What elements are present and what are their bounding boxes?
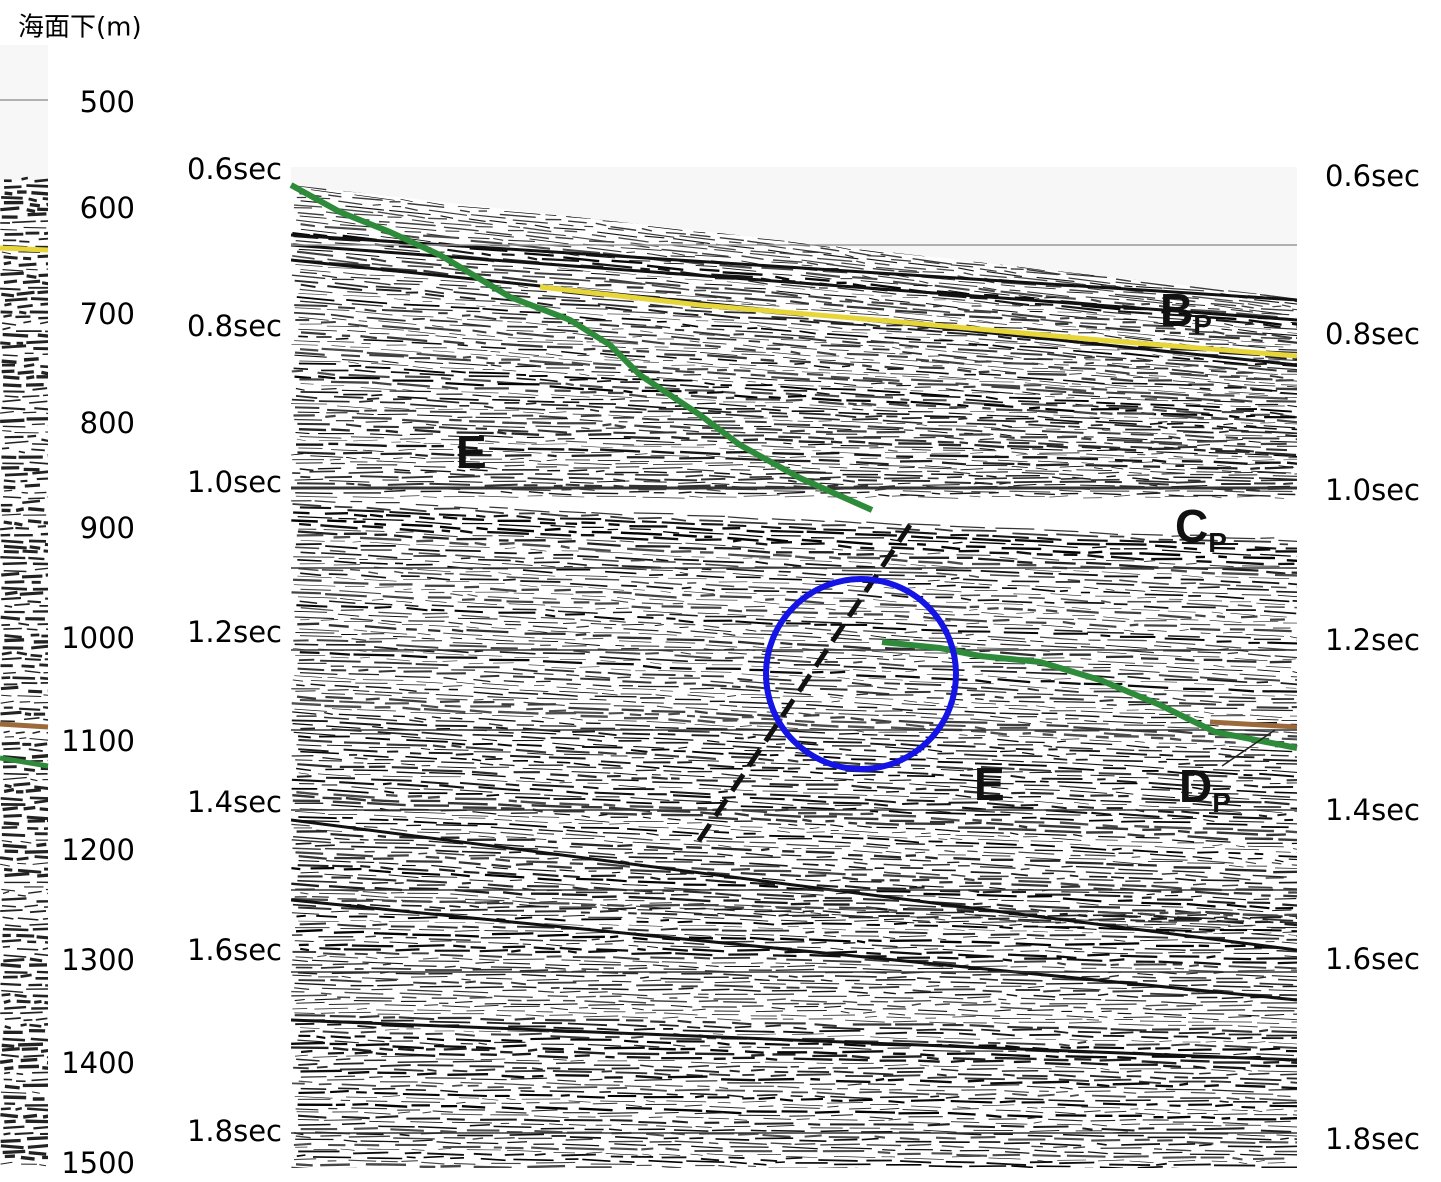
time-label: 1.0sec xyxy=(1325,473,1420,507)
time-label: 0.6sec xyxy=(1325,159,1420,193)
profile-area xyxy=(291,185,1297,1168)
annotation-subscript: P xyxy=(1193,309,1212,340)
depth-label: 1300 xyxy=(61,943,135,977)
left-horizon-yellow xyxy=(0,248,48,250)
reflector xyxy=(291,1167,1330,1182)
time-label: 1.4sec xyxy=(187,785,282,819)
time-label: 1.8sec xyxy=(1325,1122,1420,1156)
right-time-labels: 0.6sec 0.8sec 1.0sec 1.2sec 1.4sec 1.6sec 1.8s… xyxy=(1325,159,1420,1156)
reflector xyxy=(4,1121,48,1122)
reflector xyxy=(0,1012,43,1013)
annotation-letter: C xyxy=(1175,500,1208,552)
reflector xyxy=(4,774,48,775)
depth-label: 900 xyxy=(80,511,135,545)
left-time-labels: 0.6sec 0.8sec 1.0sec 1.2sec 1.4sec 1.6sec 1.8s… xyxy=(187,152,282,1148)
depth-label: 1200 xyxy=(61,833,135,867)
reflector xyxy=(3,1097,44,1099)
time-label: 1.2sec xyxy=(1325,623,1420,657)
time-label: 0.8sec xyxy=(1325,317,1420,351)
annotation: E xyxy=(456,426,487,478)
left-water-area xyxy=(0,45,48,180)
reflector xyxy=(3,377,60,378)
annotation-letter: D xyxy=(1179,760,1212,812)
seismic-figure: 海面下(m) 500 600 700 800 900 1000 1100 1200 1300 14… xyxy=(0,0,1441,1182)
time-label: 1.8sec xyxy=(187,1114,282,1148)
depth-label: 1500 xyxy=(61,1146,135,1180)
time-label: 1.6sec xyxy=(187,933,282,967)
time-label: 1.6sec xyxy=(1325,942,1420,976)
time-label: 0.6sec xyxy=(187,152,282,186)
reflector xyxy=(5,851,50,852)
depth-label: 500 xyxy=(80,85,135,119)
time-label: 1.0sec xyxy=(187,465,282,499)
depth-label: 800 xyxy=(80,406,135,440)
reflector xyxy=(1,665,57,667)
reflector xyxy=(3,335,54,337)
reflector xyxy=(3,808,54,811)
depth-labels: 500 600 700 800 900 1000 1100 1200 1300 1400 1500 xyxy=(61,85,135,1180)
depth-axis-title: 海面下(m) xyxy=(18,13,142,43)
depth-label: 600 xyxy=(80,191,135,225)
reflector xyxy=(3,959,42,961)
time-label: 1.2sec xyxy=(187,615,282,649)
annotation-subscript: P xyxy=(1212,787,1231,818)
depth-label: 700 xyxy=(80,297,135,331)
reflector xyxy=(5,582,41,583)
reflector xyxy=(5,592,43,594)
annotation-subscript: P xyxy=(1208,527,1227,558)
reflector xyxy=(2,827,56,828)
reflector xyxy=(4,551,61,552)
time-label: 1.4sec xyxy=(1325,793,1420,827)
time-label: 0.8sec xyxy=(187,309,282,343)
reflector xyxy=(5,192,49,194)
left-horizon-brown xyxy=(0,724,48,727)
depth-label: 1400 xyxy=(61,1046,135,1080)
reflector xyxy=(2,743,47,745)
reflector xyxy=(2,509,45,511)
annotation: E xyxy=(974,758,1005,810)
depth-label: 1000 xyxy=(61,621,135,655)
annotation-letter: B xyxy=(1160,284,1193,336)
depth-label: 1100 xyxy=(61,724,135,758)
